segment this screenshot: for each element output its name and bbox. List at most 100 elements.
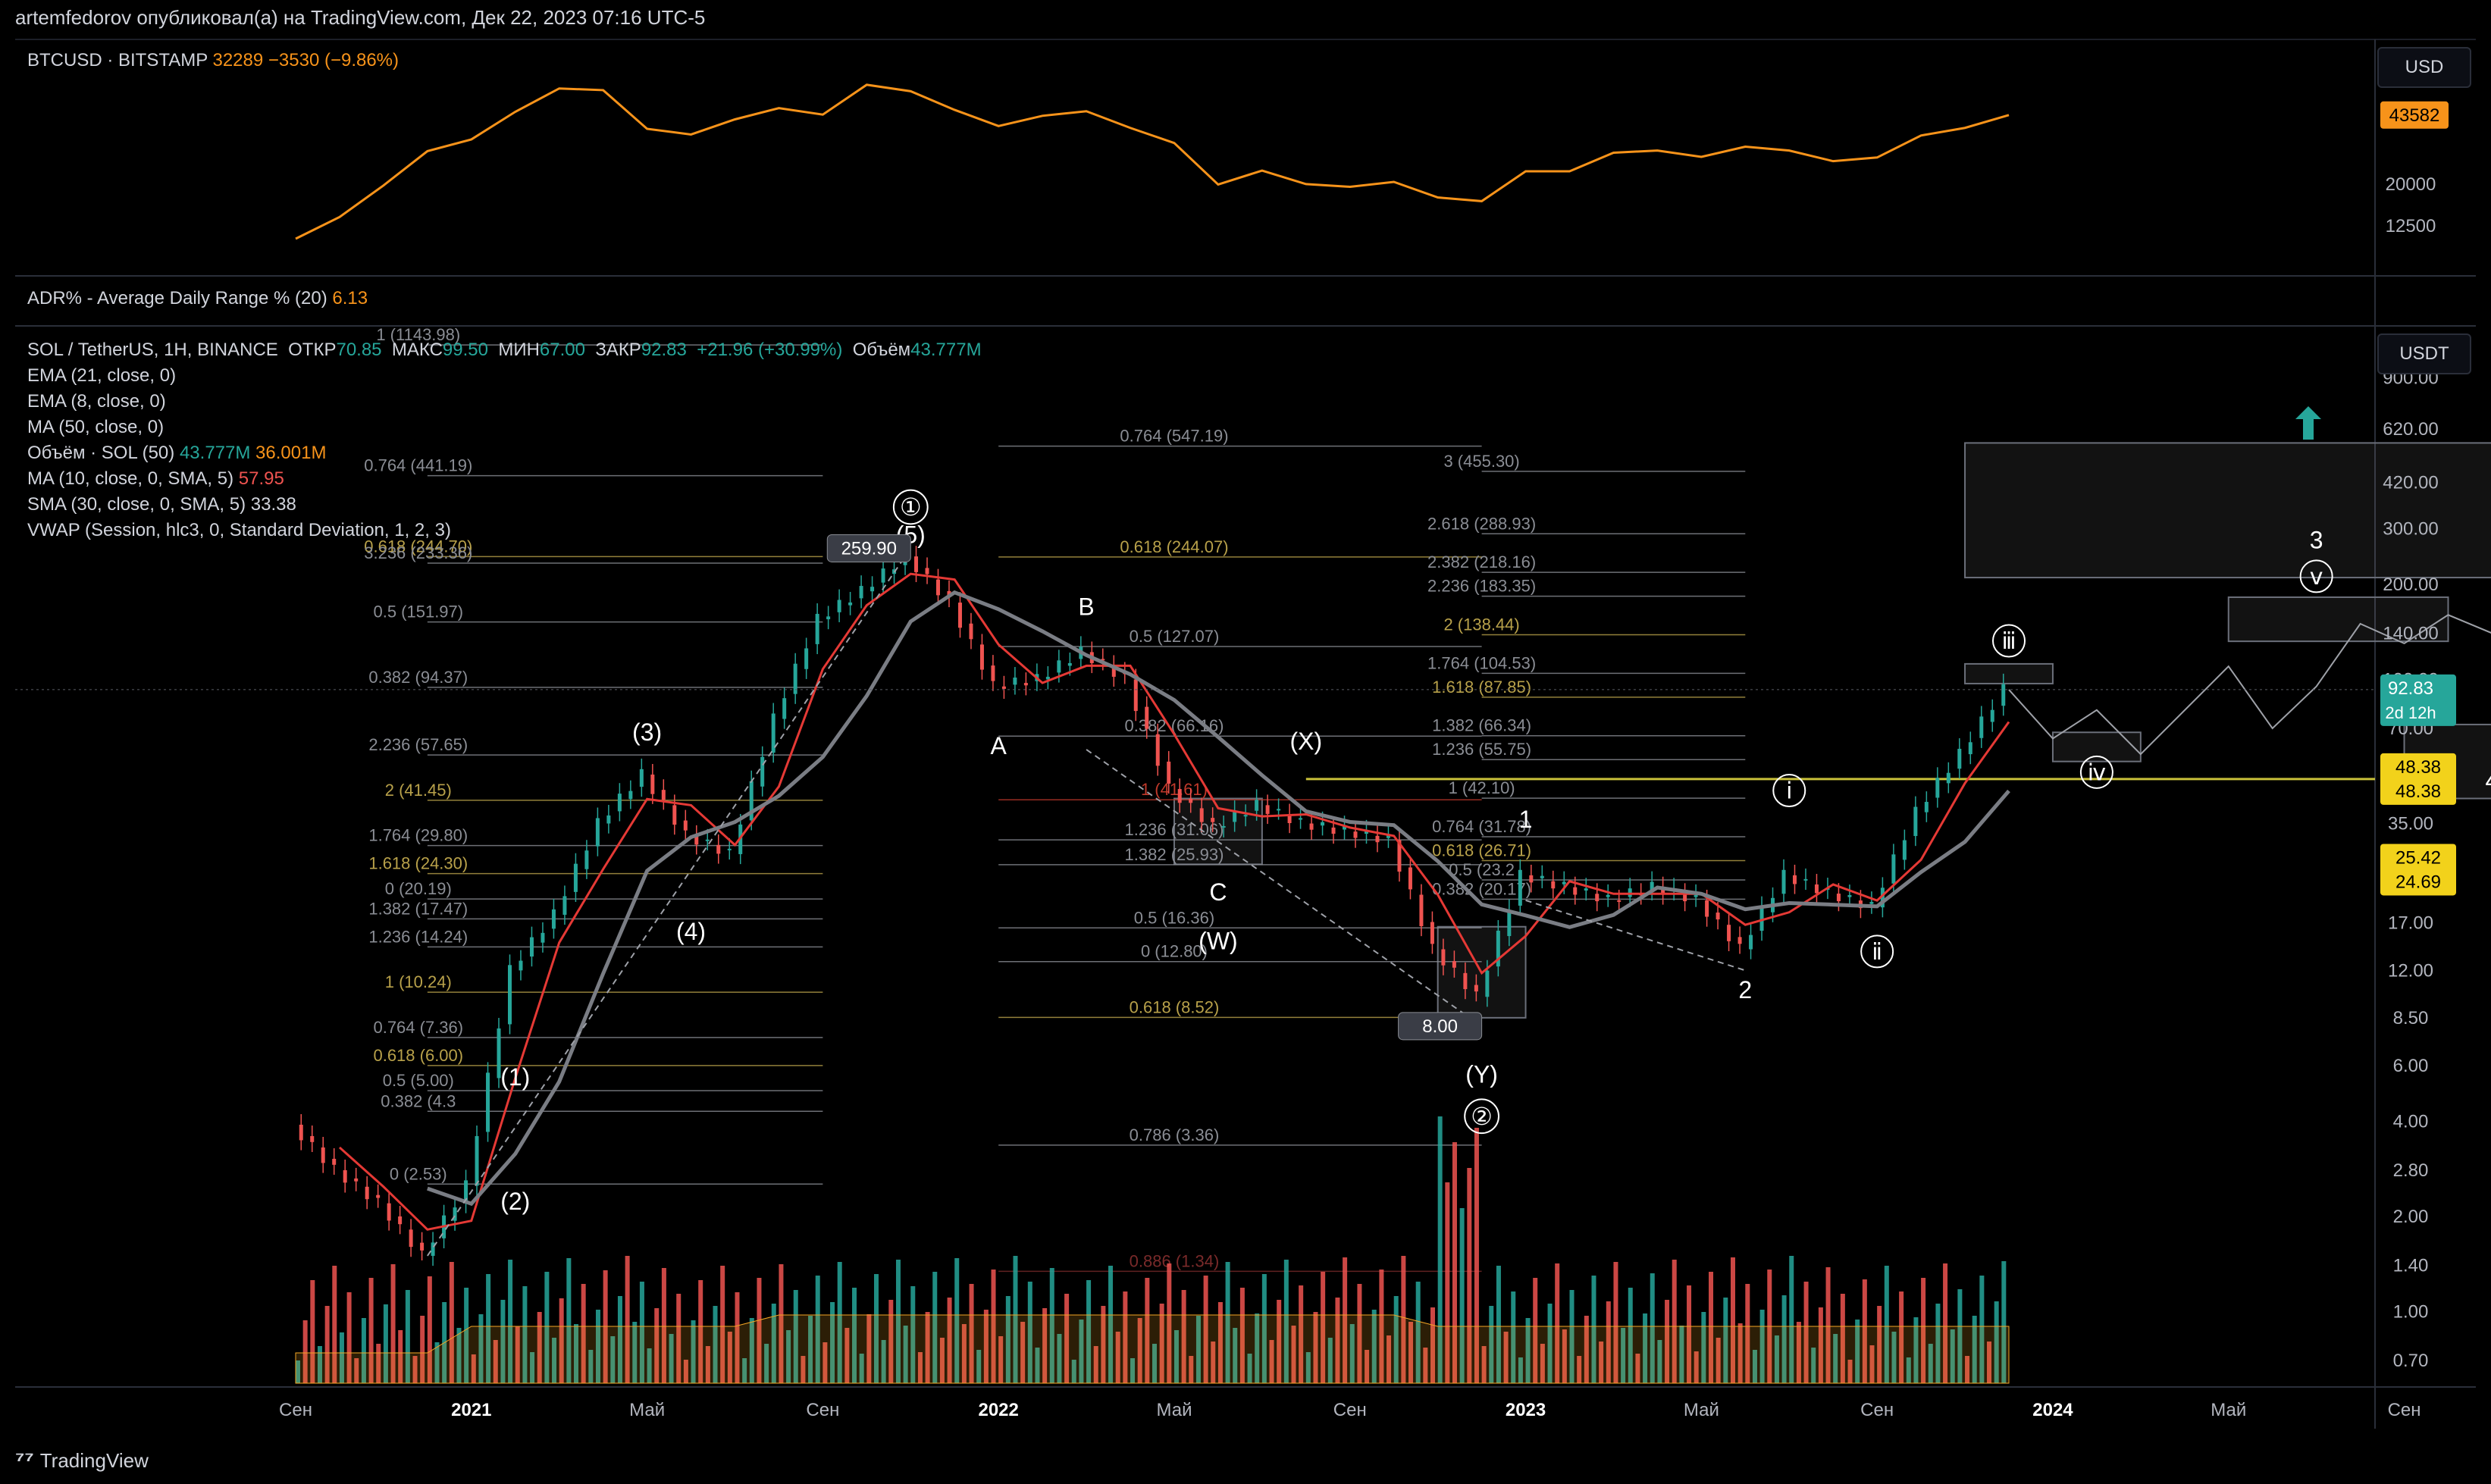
candle-body (1540, 875, 1544, 878)
volume-bar (1709, 1272, 1714, 1383)
volume-bar (1269, 1340, 1274, 1383)
sol-time-left: 2d 12h (2385, 703, 2436, 722)
volume-bar (1855, 1320, 1860, 1383)
candle-body (848, 602, 853, 606)
volume-bar (998, 1336, 1004, 1383)
volume-bar (581, 1284, 586, 1383)
volume-bar (1401, 1256, 1406, 1383)
volume-bar (310, 1280, 315, 1383)
candle-body (1441, 949, 1446, 966)
fib-label: 3.236 (233.36) (364, 543, 472, 562)
fib-label: 0.5 (16.36) (1134, 908, 1214, 927)
candle-body (299, 1124, 303, 1141)
volume-bar (1935, 1304, 1941, 1383)
candle-body (793, 663, 797, 694)
y-tick-label: 4.00 (2393, 1111, 2429, 1132)
volume-bar (1283, 1260, 1289, 1383)
candle-body (1309, 823, 1314, 830)
volume-ind-label: Объём · SOL (50) (27, 443, 175, 463)
volume-bar (1672, 1260, 1677, 1383)
fib-label: 2.236 (183.35) (1427, 577, 1536, 596)
volume-bar (1343, 1257, 1348, 1383)
volume-bar (1321, 1272, 1326, 1383)
volume-bar (1474, 1128, 1479, 1383)
candle-body (1255, 800, 1259, 811)
y-tick-label: 12.00 (2388, 960, 2433, 981)
candle-body (1221, 825, 1226, 828)
volume-bar (1013, 1256, 1018, 1383)
volume-bar (1511, 1291, 1516, 1383)
y-tick-label: 35.00 (2388, 814, 2433, 834)
indicator-ma50[interactable]: MA (50, close, 0) (27, 417, 164, 437)
volume-bar (1305, 1352, 1311, 1383)
wave-label: (3) (632, 719, 662, 746)
indicator-volume[interactable]: Объём · SOL (50) 43.777M 36.001M (27, 443, 326, 464)
high-value: 99.50 (442, 340, 488, 360)
fib-label: 2 (138.44) (1443, 615, 1519, 634)
candle-body (1199, 808, 1204, 822)
candle-body (529, 937, 534, 957)
candle-body (683, 820, 688, 831)
volume-bar (1621, 1328, 1626, 1383)
volume-bar (1635, 1354, 1640, 1383)
candle-body (705, 839, 710, 841)
volume-bar (1277, 1300, 1282, 1383)
btc-symbol: BTCUSD · BITSTAMP (27, 50, 208, 70)
fib-label: 0 (12.80) (1141, 942, 1208, 961)
volume-bar (1386, 1335, 1392, 1383)
volume-bar (398, 1330, 403, 1383)
low-value: 67.00 (539, 340, 585, 360)
volume-bar (654, 1308, 660, 1383)
volume-bar (1217, 1302, 1223, 1383)
wave-label: (X) (1289, 728, 1322, 755)
volume-bar (1042, 1308, 1048, 1383)
volume-bar (1723, 1298, 1728, 1383)
volume-bar (1313, 1312, 1318, 1383)
indicator-ma10[interactable]: MA (10, close, 0, SMA, 5) 57.95 (27, 468, 284, 490)
wave-label: 1 (1519, 806, 1533, 833)
volume-bar (1255, 1313, 1260, 1383)
volume-bar (1079, 1320, 1084, 1383)
indicator-sma30[interactable]: SMA (30, close, 0, SMA, 5) 33.38 (27, 494, 296, 515)
indicator-ema8[interactable]: EMA (8, close, 0) (27, 391, 166, 412)
btc-currency-button[interactable]: USD (2377, 47, 2471, 88)
tradingview-footer[interactable]: ⁷⁷ TradingView (15, 1448, 149, 1473)
candle-body (1924, 802, 1929, 812)
indicator-ema21[interactable]: EMA (21, close, 0) (27, 365, 177, 386)
yellow-tag-b (2380, 844, 2456, 896)
volume-bar (1869, 1345, 1875, 1383)
candle-body (815, 613, 819, 644)
fib-label: 1.236 (55.75) (1432, 740, 1531, 759)
fib-label: 1.764 (104.53) (1427, 653, 1536, 672)
volume-bar (1665, 1300, 1670, 1383)
x-tick-label: Май (1684, 1400, 1719, 1420)
x-tick-label: Сен (279, 1400, 312, 1420)
volume-bar (449, 1262, 454, 1383)
volume-bar (1877, 1306, 1882, 1383)
volume-bar (376, 1344, 381, 1383)
volume-bar (1577, 1356, 1582, 1383)
candle-body (464, 1180, 468, 1204)
x-tick-label: Май (2211, 1400, 2246, 1420)
volume-bar (932, 1272, 938, 1383)
indicator-vwap[interactable]: VWAP (Session, hlc3, 0, Standard Deviati… (27, 520, 451, 540)
volume-bar (574, 1324, 579, 1383)
volume-bar (625, 1256, 630, 1383)
volume-bar (434, 1342, 440, 1383)
volume-bar (1393, 1296, 1399, 1383)
candle-body (1408, 867, 1412, 890)
x-tick-label: Май (629, 1400, 665, 1420)
candle-body (332, 1158, 337, 1165)
btc-price: 32289 (212, 50, 264, 70)
sol-currency-button[interactable]: USDT (2377, 333, 2471, 374)
ma-ind-label: MA (10, close, 0, SMA, 5) (27, 468, 234, 489)
wave-label: B (1078, 593, 1094, 620)
fib-label: 1 (10.24) (385, 972, 452, 991)
volume-bar (1423, 1348, 1428, 1383)
wave-label: ① (900, 493, 922, 521)
candle-body (573, 863, 578, 892)
volume-bar (1291, 1326, 1296, 1383)
dashed-trend-up (427, 547, 912, 1257)
candle-body (1430, 922, 1434, 944)
